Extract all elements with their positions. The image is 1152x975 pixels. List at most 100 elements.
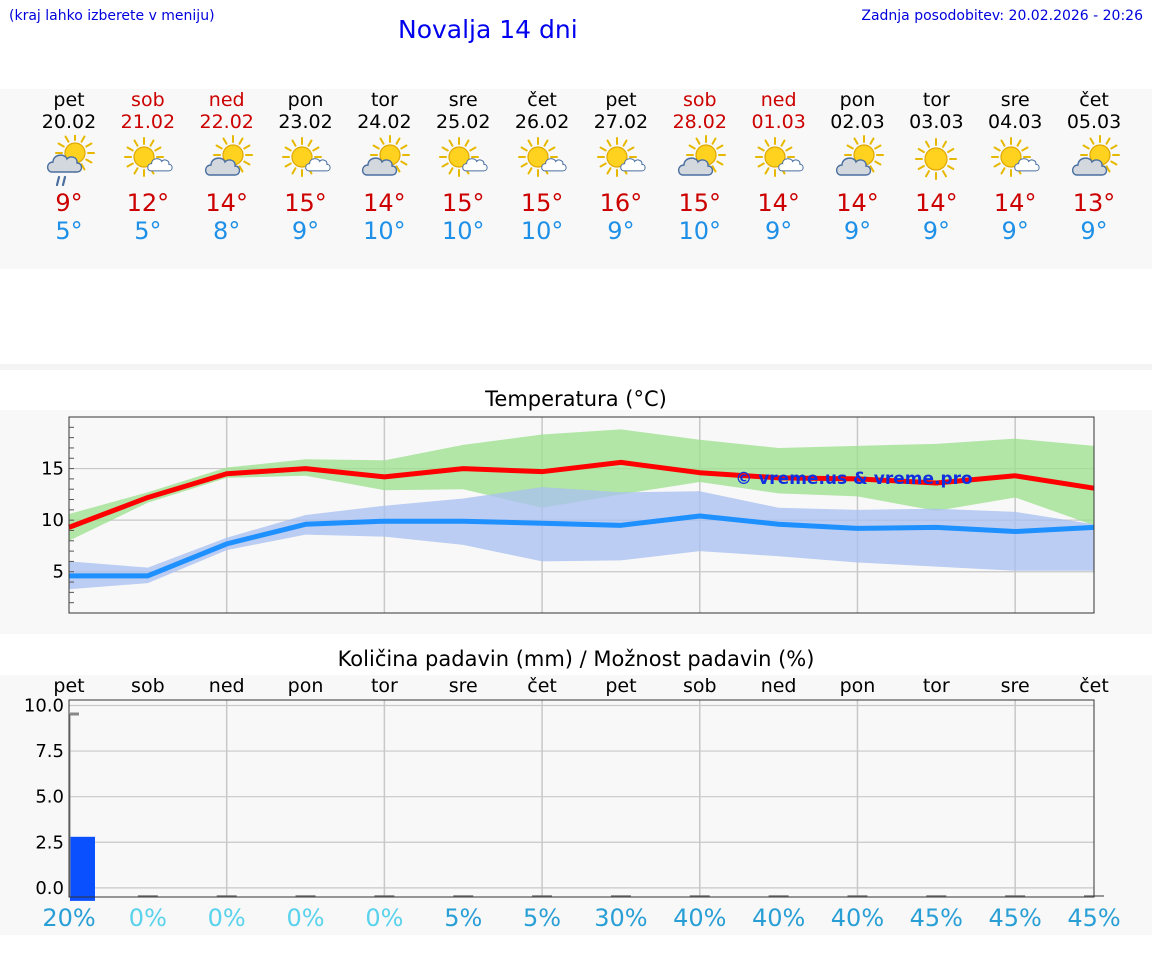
- day-date: 20.02: [41, 111, 97, 133]
- day-date: 01.03: [751, 111, 806, 133]
- day-name: ned: [208, 89, 245, 111]
- precipitation-probability: 45%: [988, 904, 1041, 932]
- day-label: ned: [209, 675, 245, 697]
- cloud-shape: [677, 157, 713, 176]
- day-name: pon: [839, 89, 876, 111]
- day-name: sre: [1000, 89, 1030, 111]
- max-temperature-range: [69, 429, 1094, 541]
- min-temperature: 5°: [134, 217, 162, 245]
- sun-shape: [518, 137, 559, 177]
- sun-small-cloud-icon: [518, 137, 567, 177]
- day-name: tor: [922, 89, 950, 111]
- cloud-shape: [620, 158, 646, 172]
- max-temperature: 14°: [363, 189, 406, 217]
- max-temperature-line: [68, 459, 1095, 530]
- precipitation-probability: 0%: [365, 904, 403, 932]
- max-temperature: 14°: [915, 189, 958, 217]
- day-column: sob 21.02 12° 5°: [108, 89, 188, 245]
- max-temperature: 15°: [441, 189, 485, 217]
- precipitation-probability: 20%: [42, 904, 95, 932]
- max-temperature: 14°: [993, 189, 1037, 217]
- rain-drops: [55, 175, 67, 187]
- y-tick-label: 2.5: [35, 832, 64, 853]
- precipitation-probability: 40%: [673, 904, 726, 932]
- partly-cloudy-icon: [1071, 135, 1121, 176]
- location-hint[interactable]: (kraj lahko izberete v meniju): [9, 8, 215, 24]
- day-label: pet: [53, 675, 84, 697]
- min-temperature: 9°: [291, 217, 320, 245]
- min-temperature: 10°: [363, 217, 406, 245]
- watermark: © vreme.us & vreme.pro: [735, 469, 972, 489]
- plot-frame: [68, 699, 1095, 898]
- day-label: sob: [131, 675, 165, 697]
- day-date: 21.02: [120, 111, 176, 133]
- day-label: ned: [761, 675, 797, 697]
- max-temperature: 15°: [678, 189, 722, 217]
- sun-shape: [596, 137, 637, 177]
- max-temperature: 15°: [520, 189, 564, 217]
- cloud-shape: [777, 158, 804, 172]
- temperature-chart: 5 10 15 © vreme.us & vreme.pro: [41, 416, 1095, 614]
- min-temperature: 9°: [607, 217, 635, 245]
- plot-frame: [68, 416, 1095, 614]
- day-column: sob 28.02 15° 10°: [660, 89, 740, 245]
- temperature-chart-title: Temperatura (°C): [485, 387, 667, 411]
- day-column: čet 26.02 15° 10°: [502, 89, 582, 245]
- max-temperature: 12°: [126, 189, 170, 217]
- cloud-shape: [147, 158, 173, 172]
- day-label: sre: [449, 675, 478, 697]
- min-temperature: 8°: [213, 217, 241, 245]
- day-name: sob: [131, 89, 165, 111]
- day-column: tor 03.03 14° 9°: [896, 89, 976, 245]
- partly-cloudy-icon: [204, 135, 253, 176]
- max-temperature: 14°: [757, 189, 800, 217]
- day-label: pet: [605, 675, 636, 697]
- day-name: čet: [1079, 89, 1109, 111]
- divider: [0, 364, 1152, 370]
- day-name: sre: [448, 89, 478, 111]
- cloud-shape: [1071, 157, 1108, 176]
- min-temperature: 9°: [765, 217, 793, 245]
- y-tick-label: 0.0: [35, 878, 64, 899]
- precipitation-bar: [70, 836, 95, 901]
- precipitation-chart-title: Količina padavin (mm) / Možnost padavin …: [337, 647, 815, 671]
- cloud-shape: [362, 157, 398, 176]
- min-temperature: 10°: [678, 217, 722, 245]
- day-date: 03.03: [909, 111, 964, 133]
- day-column: sre 25.02 15° 10°: [423, 89, 503, 245]
- day-label: čet: [1079, 675, 1109, 697]
- day-date: 22.02: [199, 111, 254, 133]
- day-label: tor: [371, 675, 398, 697]
- sun-small-cloud-icon: [439, 137, 488, 177]
- precipitation-probability: 0%: [286, 904, 324, 932]
- day-name: ned: [760, 89, 797, 111]
- y-tick-label: 15: [41, 459, 64, 480]
- cloud-shape: [304, 158, 331, 172]
- max-temperature: 16°: [599, 189, 643, 217]
- max-temperature: 14°: [836, 189, 879, 217]
- cloud-shape: [46, 154, 83, 173]
- day-date: 02.03: [830, 111, 885, 133]
- day-date: 23.02: [278, 111, 333, 133]
- day-date: 05.03: [1066, 111, 1122, 133]
- min-temperature: 9°: [922, 217, 950, 245]
- precipitation-probability: 0%: [129, 904, 167, 932]
- precipitation-probability: 30%: [594, 904, 647, 932]
- day-name: čet: [527, 89, 557, 111]
- day-column: ned 01.03 14° 9°: [739, 89, 819, 245]
- day-date: 26.02: [514, 111, 570, 133]
- day-name: pon: [287, 89, 324, 111]
- y-tick-label: 10.0: [24, 695, 64, 716]
- y-tick-label: 5: [53, 562, 64, 583]
- day-column: čet 05.03 13° 9°: [1054, 89, 1134, 245]
- partly-cloudy-icon: [362, 135, 411, 176]
- last-update: Zadnja posodobitev: 20.02.2026 - 20:26: [861, 8, 1143, 24]
- min-temperature: 9°: [843, 217, 872, 245]
- partly-cloudy-icon: [835, 135, 884, 176]
- day-date: 28.02: [672, 111, 727, 133]
- max-temperature: 14°: [205, 189, 248, 217]
- day-name: sob: [683, 89, 717, 111]
- day-name: pet: [605, 89, 637, 111]
- sun-shape: [439, 137, 480, 177]
- sun-small-cloud-icon: [123, 137, 173, 177]
